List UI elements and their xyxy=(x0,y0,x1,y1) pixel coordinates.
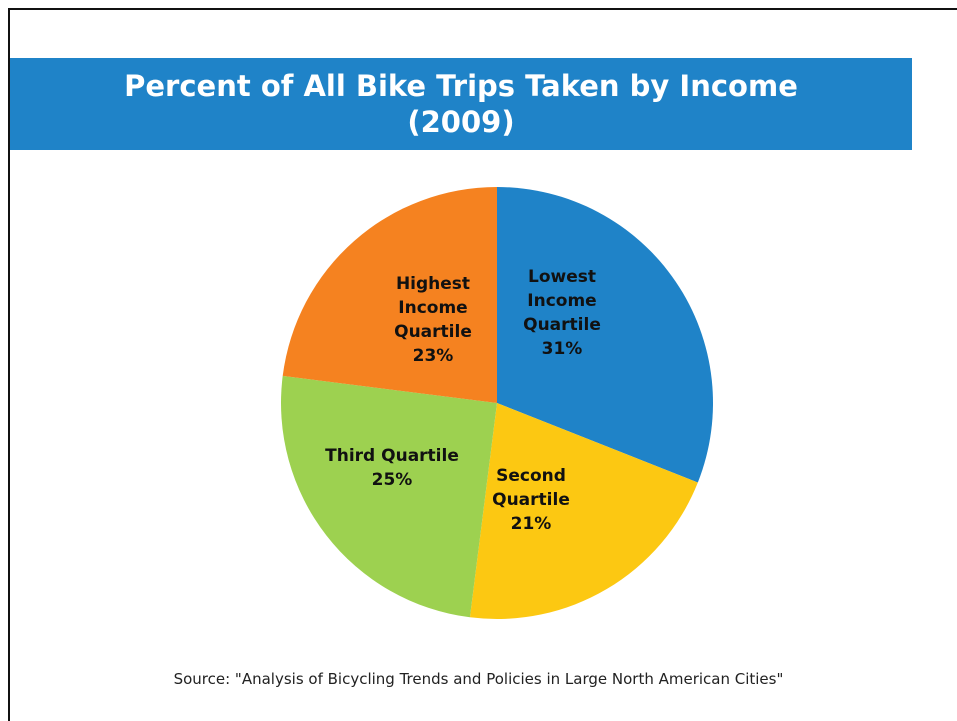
slice-value: 23% xyxy=(412,346,454,366)
chart-title: Percent of All Bike Trips Taken by Incom… xyxy=(124,69,798,139)
slide-frame xyxy=(8,8,957,721)
pie-slice xyxy=(281,375,497,618)
slice-category: Highest Income Quartile xyxy=(394,274,472,342)
pie-slice xyxy=(282,187,497,403)
slice-label: Third Quartile 25% xyxy=(312,444,472,492)
slice-category: Second Quartile xyxy=(492,466,570,510)
slice-category: Third Quartile xyxy=(325,446,459,466)
pie-slice xyxy=(469,403,698,619)
title-banner: Percent of All Bike Trips Taken by Incom… xyxy=(10,58,912,150)
slice-label: Second Quartile 21% xyxy=(476,464,586,536)
pie-slice xyxy=(497,187,713,483)
slice-value: 21% xyxy=(510,514,552,534)
slice-value: 25% xyxy=(371,470,413,490)
slice-value: 31% xyxy=(541,339,583,359)
slice-category: Lowest Income Quartile xyxy=(523,267,601,335)
source-note: Source: "Analysis of Bicycling Trends an… xyxy=(173,670,784,688)
slice-label: Lowest Income Quartile 31% xyxy=(507,265,617,361)
slice-label: Highest Income Quartile 23% xyxy=(378,272,488,368)
